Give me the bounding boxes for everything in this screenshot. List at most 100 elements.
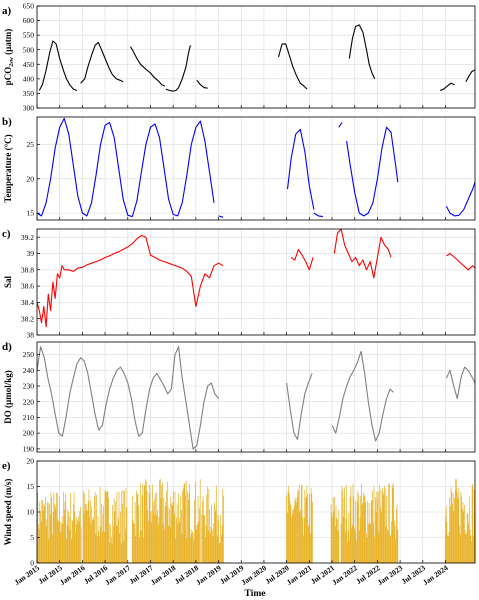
y-tick-label: 20	[27, 174, 35, 183]
panel-label: b)	[2, 116, 12, 128]
panel-label: a)	[2, 5, 12, 17]
series-segment-3	[286, 128, 315, 210]
wind-period-2	[82, 486, 128, 563]
y-tick-label: 190	[23, 444, 35, 453]
series-segment-1	[38, 40, 78, 92]
x-axis-title: Time	[245, 589, 266, 599]
y-tick-label: 39.2	[21, 233, 34, 242]
x-tick-label: Jan 2020	[240, 563, 269, 587]
y-tick-label: 350	[23, 89, 35, 98]
series-segment-6	[346, 126, 399, 217]
panel-2: 15 20 25 b) Temperature (°C)	[2, 116, 476, 221]
y-tick-label: 38.4	[21, 298, 34, 307]
series	[36, 117, 476, 218]
plot-frame	[36, 341, 476, 453]
series-segment-4	[446, 252, 476, 271]
y-tick-label: 230	[23, 382, 35, 391]
panels: 300 350 400 450 500 550 600 650 a) pCO2sw (µatm) 1…	[2, 2, 476, 568]
series-segment-1	[36, 117, 215, 218]
y-tick-label: 20	[27, 457, 35, 466]
y-tick-label: 15	[27, 209, 35, 218]
y-axis-label: Temperature (°C)	[3, 134, 13, 202]
wind-period-3	[131, 479, 201, 563]
panel-1: 300 350 400 450 500 550 600 650 a) pCO2sw (µatm)	[2, 2, 476, 113]
wind-period-6	[330, 497, 340, 563]
panel-5: 0 5 10 15 20 e) Wind speed (m/s)	[2, 457, 476, 568]
y-axis-label: DO (µmol/kg)	[3, 370, 13, 423]
x-tick-label: Jan 2015	[13, 563, 42, 587]
wind-period-1	[36, 491, 82, 563]
x-tick-label: Jan 2018	[149, 563, 178, 587]
y-tick-label: 300	[23, 104, 35, 113]
series-segment-6	[277, 43, 308, 90]
panel-label: d)	[2, 341, 12, 353]
y-tick-label: 500	[23, 45, 35, 54]
y-tick-label: 39	[27, 249, 35, 258]
y-tick-label: 38.2	[21, 314, 34, 323]
plot-frame	[36, 116, 476, 221]
x-tick-label: Jan 2016	[58, 563, 87, 587]
y-tick-label: 25	[27, 140, 35, 149]
series-segment-7	[445, 182, 476, 217]
series-segment-2	[218, 215, 224, 218]
grid	[36, 117, 475, 220]
series-segment-1	[36, 234, 224, 328]
y-tick-label: 15	[27, 482, 35, 491]
y-tick-label: 38.6	[21, 282, 34, 291]
series	[38, 24, 475, 92]
series-segment-3	[331, 350, 394, 442]
series-segment-5	[338, 122, 343, 128]
x-tick-label: Jan 2019	[194, 563, 223, 587]
y-tick-label: 250	[23, 350, 35, 359]
panel-4: 190 200 210 220 230 240 250 d) DO (µmol/kg)	[2, 341, 476, 453]
x-tick-label: Jan 2017	[103, 563, 132, 587]
y-tick-label: 550	[23, 31, 35, 40]
wind-period-5	[286, 484, 313, 563]
wind-period-4	[201, 485, 224, 563]
y-tick-label: 38.8	[21, 265, 34, 274]
series-segment-2	[286, 373, 313, 440]
grid	[36, 342, 475, 452]
series-segment-4	[313, 212, 323, 218]
y-tick-label: 5	[30, 533, 34, 542]
y-axis-label: Wind speed (m/s)	[3, 479, 13, 546]
series-segment-3	[130, 46, 166, 87]
panel-label: c)	[2, 228, 11, 240]
y-tick-label: 0	[30, 559, 34, 568]
panel-label: e)	[2, 460, 11, 472]
series	[36, 228, 476, 328]
grid	[36, 5, 475, 109]
series	[36, 346, 476, 450]
wind-period-7	[340, 483, 399, 563]
y-tick-label: 210	[23, 413, 35, 422]
x-tick-label: Jan 2024	[421, 563, 450, 587]
y-axis-label: pCO2sw (µatm)	[3, 29, 15, 86]
panel-3: 38 38.2 38.4 38.6 38.8 39 39.2 c) Sal	[2, 228, 476, 340]
y-tick-label: 450	[23, 60, 35, 69]
y-tick-label: 400	[23, 74, 35, 83]
y-tick-label: 200	[23, 429, 35, 438]
y-tick-label: 240	[23, 366, 35, 375]
y-tick-label: 38	[27, 331, 35, 340]
plot-frame	[36, 5, 476, 109]
series-segment-8	[439, 82, 455, 92]
grid	[36, 229, 475, 336]
y-tick-label: 600	[23, 16, 35, 25]
wind-period-8	[445, 479, 476, 563]
series	[36, 479, 476, 563]
y-tick-label: 10	[27, 508, 35, 517]
series-segment-1	[36, 346, 220, 450]
x-tick-label: Jan 2023	[376, 563, 405, 587]
series-segment-9	[465, 69, 475, 83]
x-tick-label: Jan 2021	[285, 563, 314, 587]
series-segment-4	[445, 366, 476, 400]
y-tick-label: 650	[23, 2, 35, 11]
y-axis-label: Sal	[3, 276, 13, 289]
series-segment-5	[196, 79, 208, 89]
series-segment-4	[165, 45, 191, 92]
x-tick-label: Jan 2022	[330, 563, 359, 587]
plot-frame	[36, 228, 476, 336]
y-tick-label: 220	[23, 397, 35, 406]
